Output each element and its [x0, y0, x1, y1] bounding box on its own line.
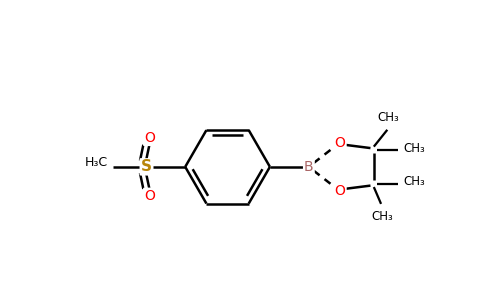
- Text: H₃C: H₃C: [85, 155, 108, 169]
- Text: O: O: [144, 131, 155, 145]
- Text: CH₃: CH₃: [404, 142, 425, 154]
- Text: CH₃: CH₃: [371, 210, 393, 223]
- Text: O: O: [335, 184, 346, 198]
- Text: B: B: [304, 160, 314, 174]
- Text: O: O: [144, 189, 155, 203]
- Text: CH₃: CH₃: [378, 110, 399, 124]
- Text: S: S: [141, 159, 152, 174]
- Text: CH₃: CH₃: [404, 175, 425, 188]
- Text: O: O: [335, 136, 346, 150]
